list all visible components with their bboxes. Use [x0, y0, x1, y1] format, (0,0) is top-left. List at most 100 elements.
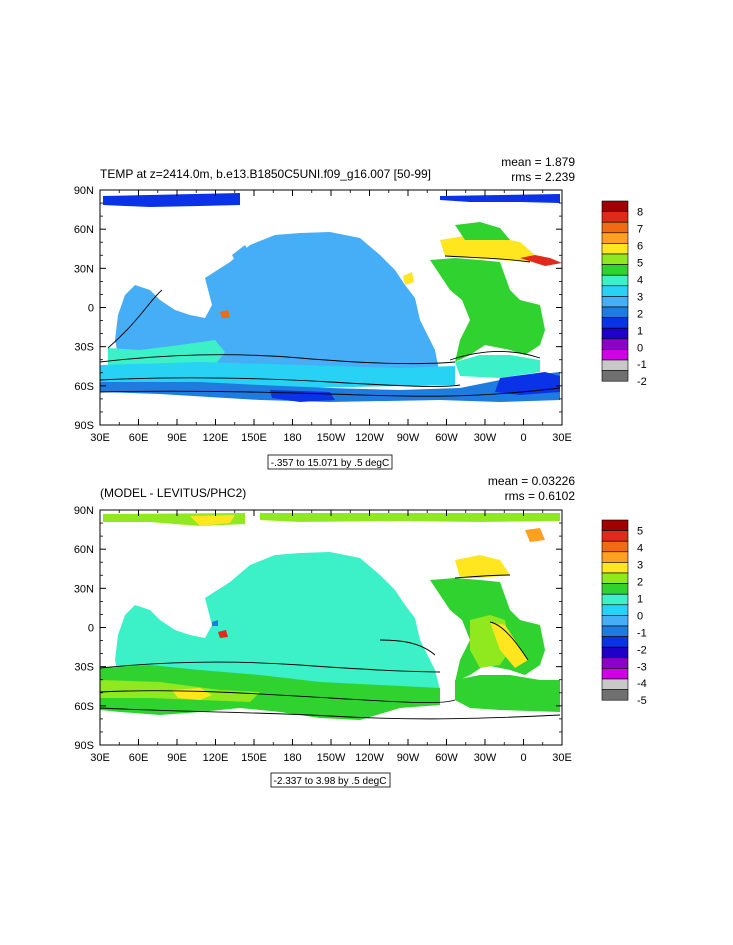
x-tick-label: 90E [167, 432, 187, 444]
x-tick-label: 120E [203, 752, 229, 764]
colorbar: 8 7 6 5 4 3 2 1 0 -1 -2 [601, 200, 647, 388]
colorbar-swatch [601, 243, 629, 255]
colorbar-swatch [601, 530, 629, 542]
colorbar-swatch [601, 593, 629, 606]
x-tick-label: 0 [520, 752, 526, 764]
x-tick-label: 120W [355, 752, 384, 764]
region-north-atlantic [455, 555, 510, 578]
y-tick-label: 90N [74, 185, 94, 197]
x-tick-label: 0 [520, 432, 526, 444]
contour-lines [100, 574, 561, 720]
colorbar-swatch [601, 211, 629, 223]
colorbar-label: -1 [637, 359, 647, 371]
axes: 30E 60E 90E 120E 150E 180 150W 120W 90W 60W 30W 0 30… [74, 185, 572, 444]
colorbar-swatch [601, 668, 629, 680]
y-tick-label: 60S [74, 381, 94, 393]
x-tick-label: 150W [317, 752, 346, 764]
colorbar-swatch [601, 296, 629, 308]
y-tick-label: 30N [74, 263, 94, 275]
colorbar-swatch [601, 636, 629, 648]
map-field [100, 510, 562, 745]
colorbar-label: 8 [637, 207, 643, 219]
colorbar-label: 1 [637, 593, 643, 605]
y-tick-label: 60N [74, 544, 94, 556]
region-atlantic [430, 258, 545, 362]
colorbar-swatch [601, 327, 629, 340]
axes: 30E 60E 90E 120E 150E 180 150W 120W 90W 60W 30W 0 30… [74, 505, 572, 764]
x-tick-label: 30E [90, 752, 110, 764]
region-arctic-warm [190, 515, 235, 526]
x-tick-label: 150W [317, 432, 346, 444]
colorbar-swatch [601, 562, 629, 574]
colorbar-label: 0 [637, 610, 643, 622]
colorbar-label: -2 [637, 376, 647, 388]
x-tick-label: 60W [435, 752, 458, 764]
region-north-atlantic [440, 235, 535, 262]
y-tick-label: 90N [74, 505, 94, 517]
x-tick-label: 30E [90, 432, 110, 444]
colorbar-swatch [601, 221, 629, 234]
x-tick-label: 90W [397, 432, 420, 444]
colorbar-label: 2 [637, 308, 643, 320]
colorbar-label: 3 [637, 291, 643, 303]
colorbar-swatch [601, 540, 629, 553]
colorbar-swatch [601, 232, 629, 244]
y-tick-label: 60S [74, 701, 94, 713]
region-south-atlantic [455, 675, 560, 712]
colorbar-swatch [601, 625, 629, 637]
colorbar: 5 4 3 2 1 0 -1 -2 -3 -4 -5 [601, 519, 647, 707]
colorbar-swatch [601, 551, 629, 563]
panel-difference: (MODEL - LEVITUS/PHC2) mean = 0.03226 rm… [74, 474, 647, 788]
colorbar-swatch [601, 338, 629, 350]
x-tick-label: 120W [355, 432, 384, 444]
rms-label: rms = 0.6102 [505, 489, 576, 503]
colorbar-label: -5 [637, 695, 647, 707]
colorbar-swatch [601, 519, 629, 531]
x-tick-label: 60E [129, 752, 149, 764]
colorbar-label: 2 [637, 576, 643, 588]
x-tick-label: 30E [552, 432, 572, 444]
region-indonesia-blue [212, 620, 218, 626]
colorbar-label: 5 [637, 257, 643, 269]
y-tick-label: 30N [74, 583, 94, 595]
y-tick-label: 30S [74, 342, 94, 354]
region-indonesia [218, 630, 228, 638]
region-indian [108, 340, 225, 368]
region-greenland-sea [455, 222, 510, 240]
region-pacific [115, 552, 440, 698]
region-antarctic [100, 372, 560, 402]
colorbar-swatch [601, 349, 629, 361]
x-tick-label: 30W [474, 752, 497, 764]
mean-label: mean = 1.879 [501, 155, 575, 169]
colorbar-swatch [601, 285, 629, 297]
x-tick-label: 90E [167, 752, 187, 764]
colorbar-swatch [601, 317, 629, 329]
colorbar-swatch [601, 306, 629, 318]
x-tick-label: 150E [241, 432, 267, 444]
colorbar-label: -2 [637, 644, 647, 656]
x-tick-label: 60E [129, 432, 149, 444]
colorbar-label: -4 [637, 678, 647, 690]
region-arctic [103, 193, 240, 207]
region-kuroshio [232, 245, 255, 270]
region-atlantic-warm [490, 622, 528, 668]
region-southern [100, 665, 440, 720]
x-tick-label: 120E [203, 432, 229, 444]
y-tick-label: 90S [74, 740, 94, 752]
region-arctic-east [440, 194, 560, 203]
region-mediterranean [520, 255, 562, 266]
colorbar-swatch [601, 264, 629, 276]
colorbar-swatch [601, 657, 629, 669]
x-tick-label: 150E [241, 752, 267, 764]
range-note-box: -.357 to 15.071 by .5 degC [267, 454, 393, 470]
colorbar-swatch [601, 646, 629, 659]
x-tick-label: 30E [552, 752, 572, 764]
y-tick-label: 0 [88, 623, 94, 635]
colorbar-swatch [601, 678, 629, 690]
colorbar-swatch [601, 572, 629, 584]
mean-label: mean = 0.03226 [488, 474, 575, 488]
colorbar-swatch [601, 253, 629, 265]
region-indonesia-hot [220, 310, 230, 318]
colorbar-label: 0 [637, 342, 643, 354]
